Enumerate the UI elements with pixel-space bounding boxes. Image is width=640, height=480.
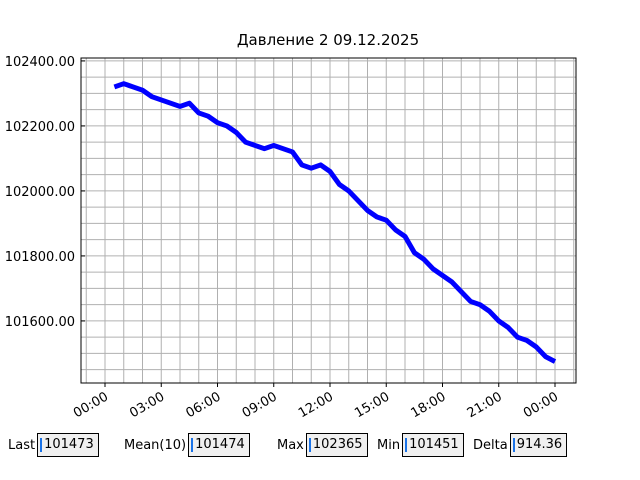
x-tick-label: 00:00 bbox=[521, 389, 561, 421]
stat-label: Delta bbox=[473, 437, 508, 453]
x-tick-label: 21:00 bbox=[465, 389, 505, 421]
stat-label: Mean(10) bbox=[124, 437, 187, 453]
plot-frame bbox=[80, 57, 577, 384]
chart: Давление 2 09.12.2025 101600.00 101800.00… bbox=[5, 31, 577, 421]
y-tick-label: 102200.00 bbox=[5, 120, 75, 135]
stat-value: 101474 bbox=[188, 433, 250, 457]
stat-value: 101451 bbox=[402, 433, 464, 457]
x-tick-label: 15:00 bbox=[352, 389, 392, 421]
x-tick-label: 06:00 bbox=[184, 389, 224, 421]
x-tick-label: 03:00 bbox=[127, 389, 167, 421]
y-tick-label: 102400.00 bbox=[5, 55, 75, 70]
stat-field: Min 101451 bbox=[377, 433, 464, 457]
y-tick-label: 101800.00 bbox=[5, 250, 75, 265]
stat-field: Mean(10) 101474 bbox=[124, 433, 250, 457]
x-tick-label: 18:00 bbox=[409, 389, 449, 421]
stat-label: Min bbox=[377, 437, 401, 453]
stat-label: Last bbox=[8, 437, 36, 453]
stat-value: 914.36 bbox=[509, 433, 568, 457]
chart-title: Давление 2 09.12.2025 bbox=[237, 31, 419, 49]
y-tick-label: 102000.00 bbox=[5, 185, 75, 200]
x-tick-label: 12:00 bbox=[296, 389, 336, 421]
data-line bbox=[113, 81, 557, 364]
x-tick-label: 00:00 bbox=[71, 389, 111, 421]
stat-field: Last 101473 bbox=[8, 433, 99, 457]
stat-value: 102365 bbox=[305, 433, 368, 457]
x-tick-label: 09:00 bbox=[240, 389, 280, 421]
stat-value: 101473 bbox=[37, 433, 99, 457]
stat-field: Delta 914.36 bbox=[473, 433, 568, 457]
stat-label: Max bbox=[277, 437, 304, 453]
y-tick-label: 101600.00 bbox=[5, 315, 75, 330]
stat-field: Max 102365 bbox=[277, 433, 368, 457]
